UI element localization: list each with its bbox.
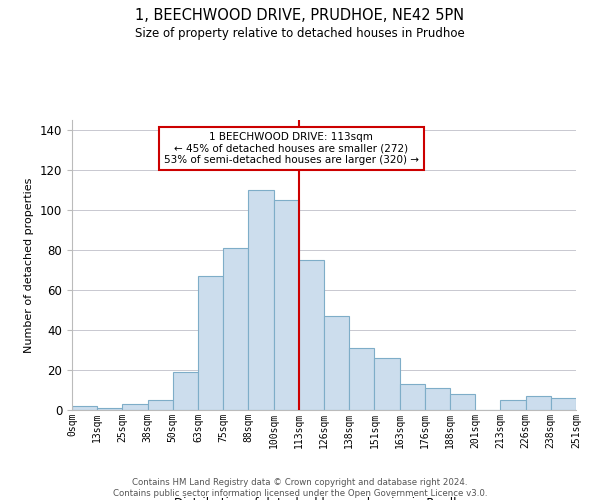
Bar: [97, 408, 122, 410]
Text: 1, BEECHWOOD DRIVE, PRUDHOE, NE42 5PN: 1, BEECHWOOD DRIVE, PRUDHOE, NE42 5PN: [136, 8, 464, 22]
Bar: [526, 396, 551, 410]
Bar: [198, 276, 223, 410]
Bar: [223, 248, 248, 410]
Bar: [299, 260, 324, 410]
Bar: [400, 384, 425, 410]
Bar: [148, 400, 173, 410]
Y-axis label: Number of detached properties: Number of detached properties: [25, 178, 34, 352]
Bar: [374, 358, 400, 410]
Text: 1 BEECHWOOD DRIVE: 113sqm
← 45% of detached houses are smaller (272)
53% of semi: 1 BEECHWOOD DRIVE: 113sqm ← 45% of detac…: [164, 132, 419, 165]
Bar: [349, 348, 374, 410]
Text: Size of property relative to detached houses in Prudhoe: Size of property relative to detached ho…: [135, 28, 465, 40]
Bar: [450, 394, 475, 410]
Bar: [173, 372, 198, 410]
Bar: [274, 200, 299, 410]
Bar: [72, 406, 97, 410]
Bar: [248, 190, 274, 410]
Text: Contains HM Land Registry data © Crown copyright and database right 2024.
Contai: Contains HM Land Registry data © Crown c…: [113, 478, 487, 498]
Bar: [324, 316, 349, 410]
Bar: [425, 388, 450, 410]
X-axis label: Distribution of detached houses by size in Prudhoe: Distribution of detached houses by size …: [173, 496, 475, 500]
Bar: [122, 404, 148, 410]
Bar: [551, 398, 576, 410]
Bar: [500, 400, 526, 410]
